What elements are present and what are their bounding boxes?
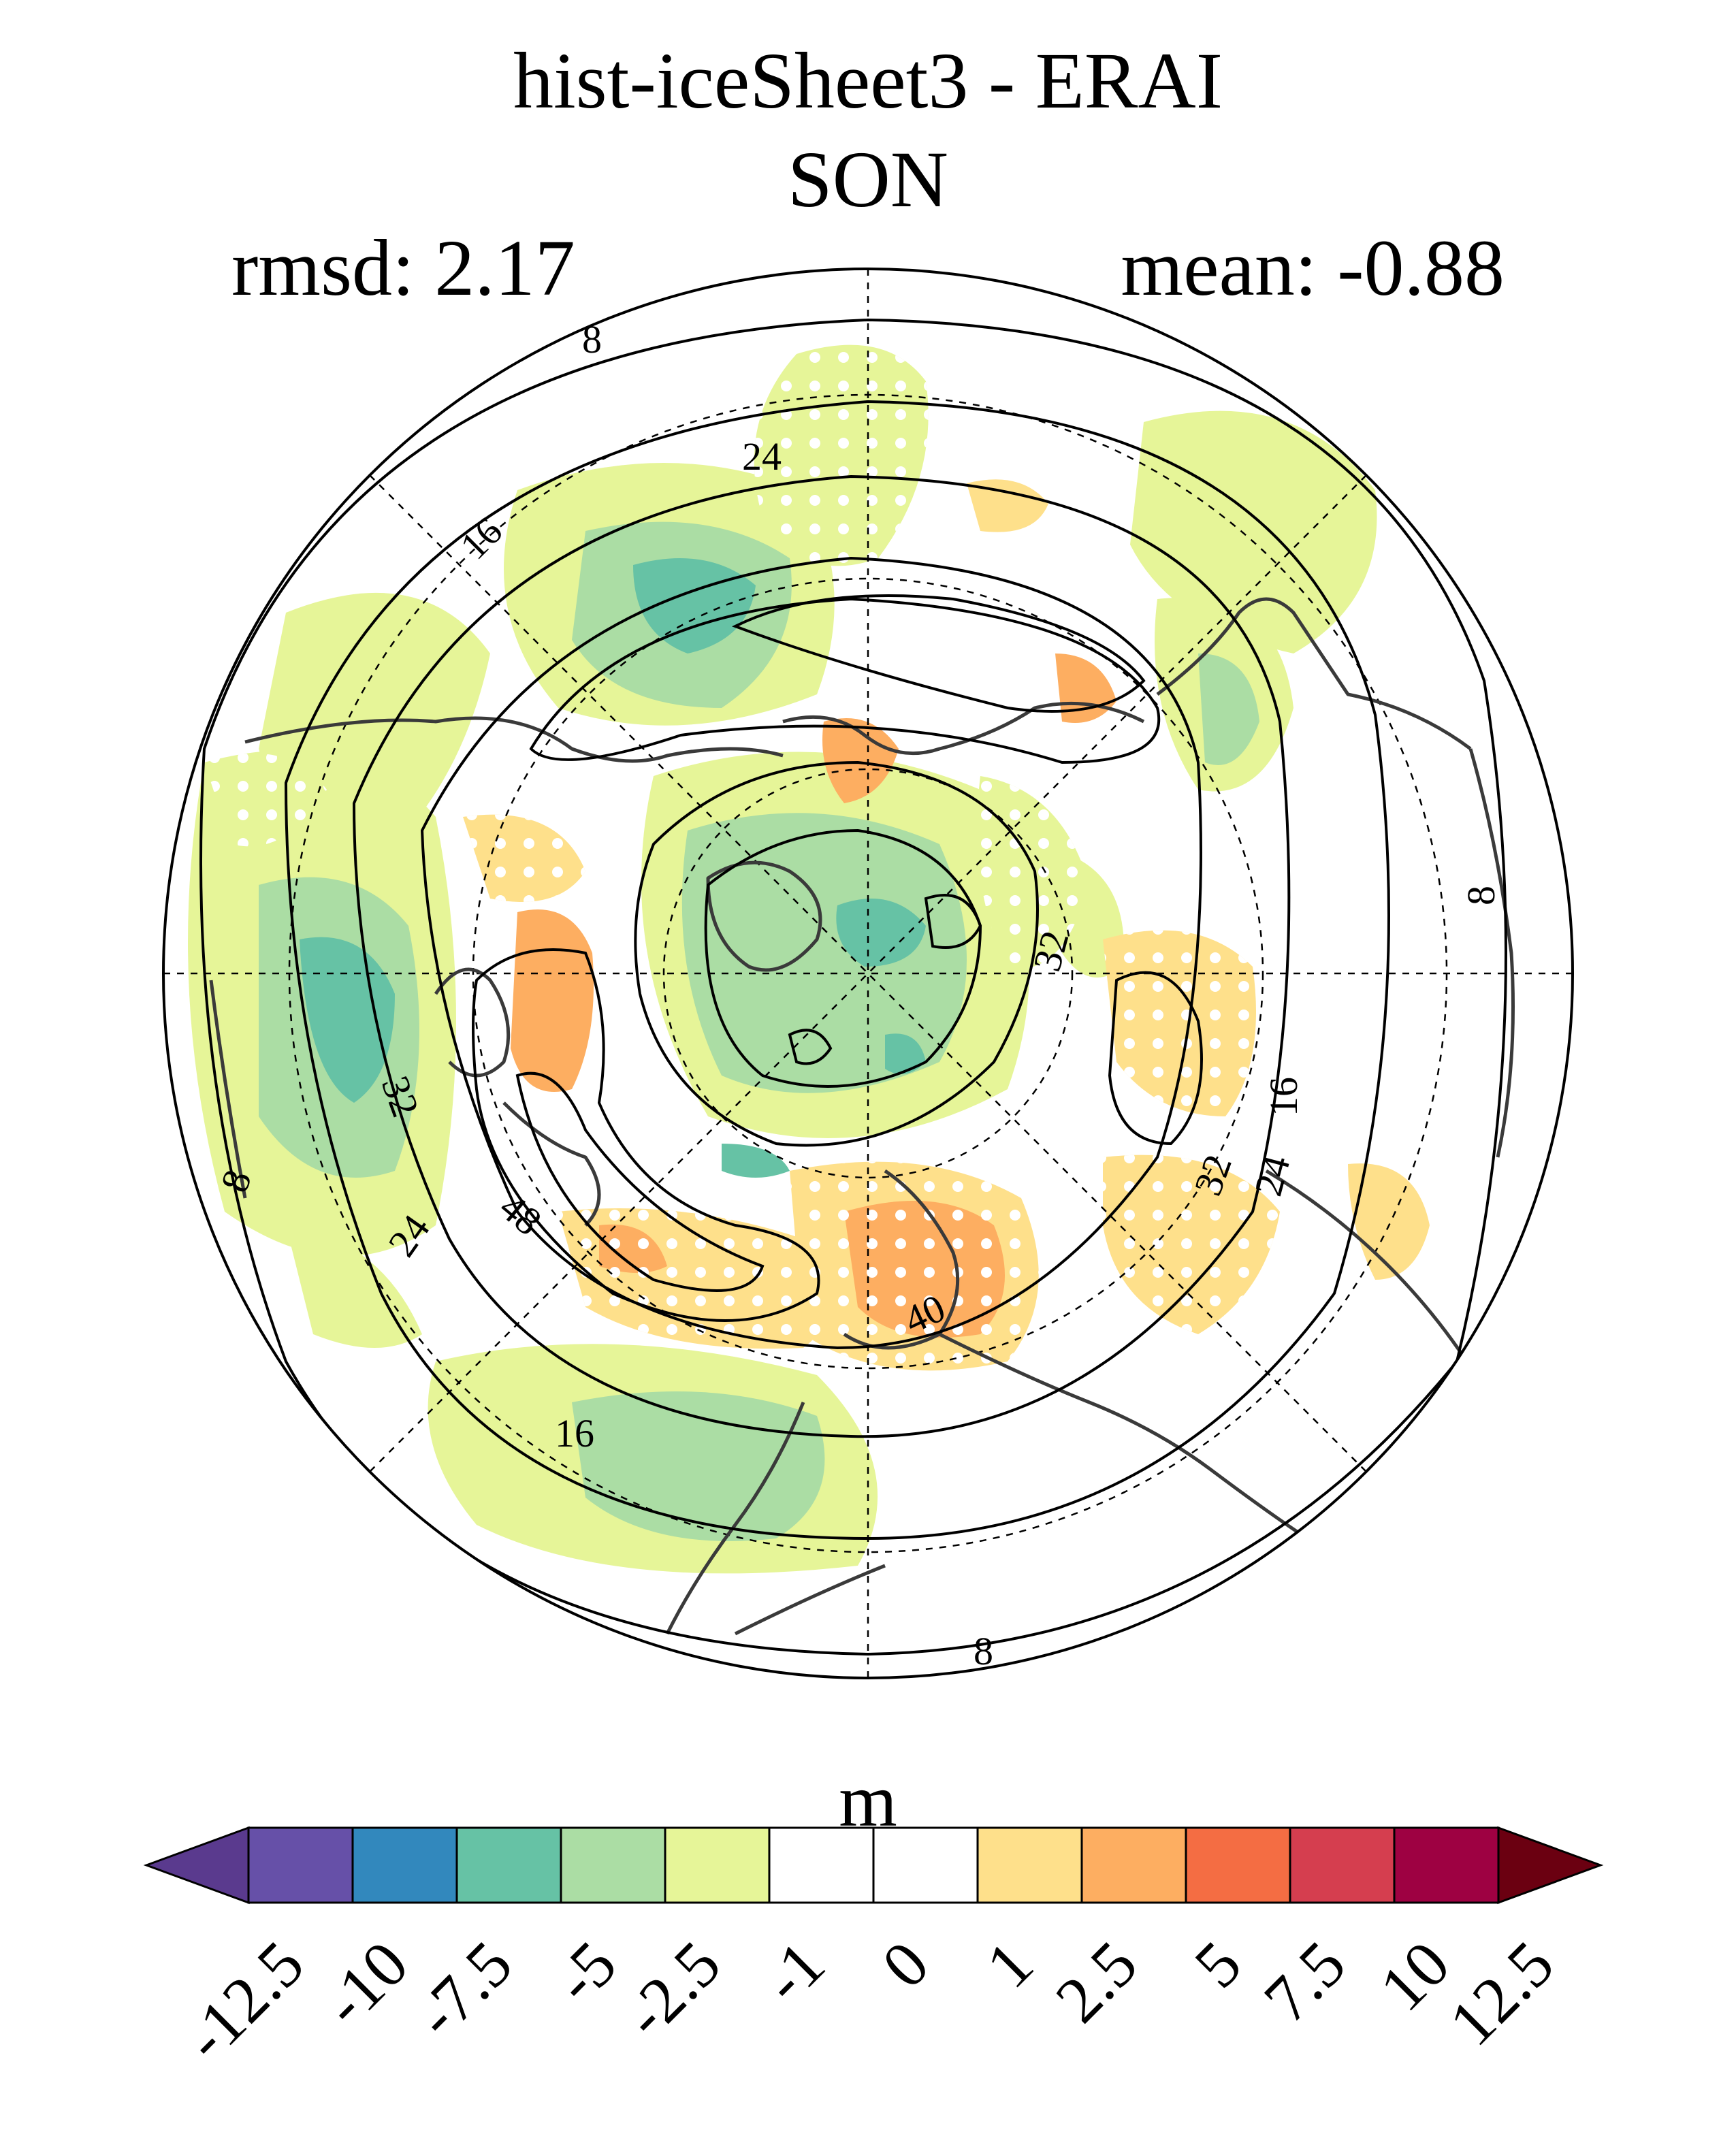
contour-label: 8 xyxy=(582,317,602,361)
colorbar-box xyxy=(768,1826,875,1904)
colorbar-tick-label: -1 xyxy=(748,1926,839,2017)
colorbar-box xyxy=(976,1826,1083,1904)
colorbar-box xyxy=(351,1826,458,1904)
rmsd-label: rmsd: 2.17 xyxy=(231,223,575,312)
colorbar-box xyxy=(560,1826,666,1904)
contour-label: 16 xyxy=(555,1411,594,1455)
plot-subtitle-season: SON xyxy=(787,135,949,224)
colorbar-units: m xyxy=(839,1759,897,1842)
contour-label: 8 xyxy=(974,1629,993,1673)
plot-title: hist-iceSheet3 - ERAI xyxy=(513,36,1223,125)
colorbar-tick-label: 0 xyxy=(867,1926,943,2002)
map-boundary xyxy=(162,268,1574,1679)
colorbar-box xyxy=(664,1826,771,1904)
polar-map: 8 8 8 8 16 16 16 24 24 24 32 32 32 40 48 xyxy=(162,268,1574,1679)
contour-label: 48 xyxy=(492,1184,550,1244)
anomaly-mid-green xyxy=(259,521,1259,1541)
colorbar-tick-label: 7.5 xyxy=(1249,1926,1360,2037)
colorbar-tick-label: 2.5 xyxy=(1041,1926,1151,2037)
colorbar-box xyxy=(247,1826,354,1904)
colorbar-box xyxy=(1393,1826,1500,1904)
colorbar-box xyxy=(455,1826,562,1904)
contour-label: 16 xyxy=(451,509,511,568)
colorbar-tick-label: -7.5 xyxy=(401,1926,526,2052)
colorbar-tick-label: -10 xyxy=(308,1926,422,2040)
colorbar-tick-label: -12.5 xyxy=(170,1926,318,2075)
colorbar-extend-low xyxy=(143,1826,250,1905)
colorbar-tick-label: 1 xyxy=(971,1926,1047,2002)
mean-label: mean: -0.88 xyxy=(1121,223,1505,312)
colorbar-box xyxy=(1080,1826,1187,1904)
coastlines xyxy=(209,597,1515,1636)
contour-label: 16 xyxy=(1261,1077,1306,1116)
graticule xyxy=(163,269,1573,1678)
colorbar-box xyxy=(872,1826,979,1904)
colorbar-tick-label: -2.5 xyxy=(609,1926,735,2052)
contour-label: 8 xyxy=(1459,886,1503,905)
colorbar-tick-label: 12.5 xyxy=(1434,1926,1568,2060)
anomaly-fill-layer xyxy=(163,269,1573,1678)
contour-label: 24 xyxy=(742,434,782,479)
colorbar-box xyxy=(1289,1826,1396,1904)
colorbar-box xyxy=(1185,1826,1291,1904)
contour-lines xyxy=(199,318,1507,1656)
colorbar-extend-high xyxy=(1497,1826,1604,1905)
colorbar xyxy=(143,1826,1604,1905)
colorbar-tick-label: 5 xyxy=(1180,1926,1255,2002)
